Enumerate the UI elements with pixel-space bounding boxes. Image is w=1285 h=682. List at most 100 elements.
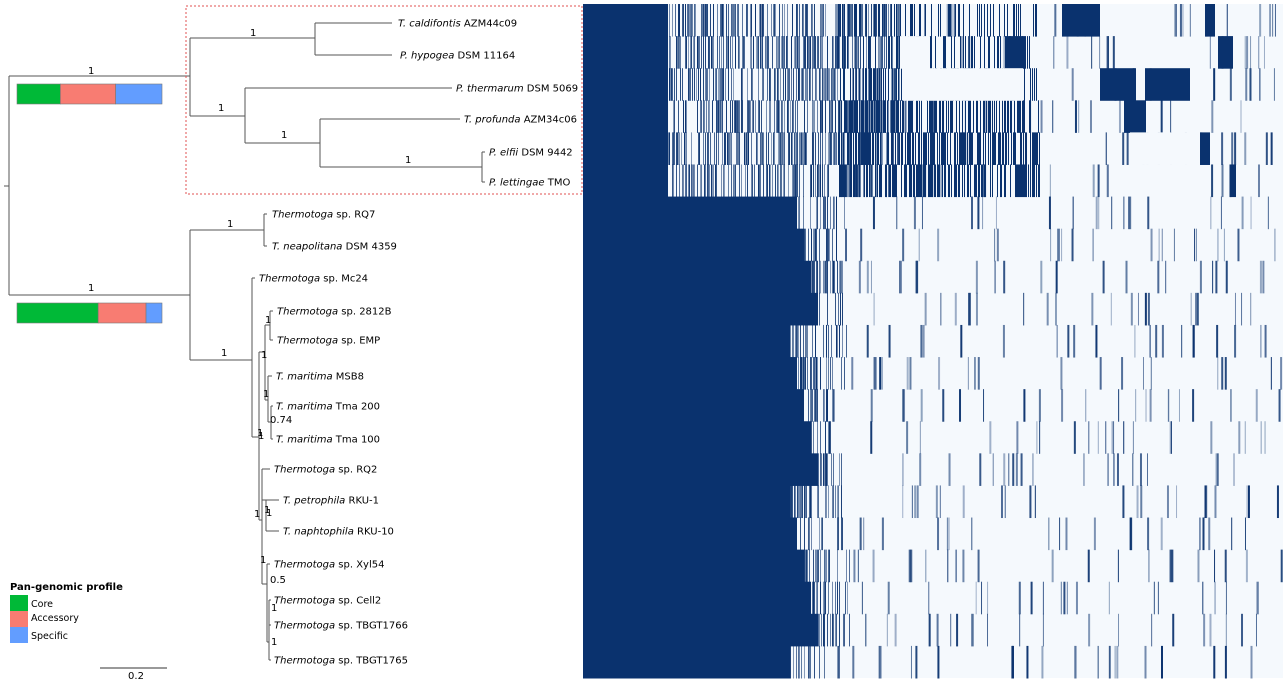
- heatmap-cell: [1005, 100, 1006, 133]
- heatmap-cell: [1264, 324, 1267, 358]
- heatmap-cell: [826, 260, 827, 294]
- heatmap-cell: [829, 421, 830, 454]
- heatmap-cell: [813, 164, 814, 198]
- heatmap-cell: [832, 357, 833, 390]
- heatmap-cell: [711, 36, 712, 69]
- heatmap-cell: [872, 132, 873, 165]
- heatmap-cell: [897, 100, 898, 133]
- heatmap-cell: [1107, 453, 1109, 486]
- heatmap-cell: [967, 164, 968, 198]
- heatmap-cell: [819, 517, 820, 551]
- heatmap-cell: [842, 4, 843, 37]
- heatmap-cell: [716, 164, 717, 198]
- heatmap-cell: [961, 132, 962, 165]
- heatmap-cell: [1116, 645, 1119, 679]
- heatmap-cell: [1017, 164, 1018, 198]
- heatmap-specific-block: [1124, 100, 1146, 133]
- heatmap-cell: [841, 132, 842, 165]
- heatmap-cell: [814, 389, 815, 422]
- heatmap-cell: [1102, 260, 1105, 294]
- heatmap-cell: [942, 100, 943, 133]
- heatmap-cell: [830, 421, 831, 454]
- heatmap-cell: [954, 132, 955, 165]
- heatmap-cell: [934, 132, 935, 165]
- heatmap-cell: [929, 164, 930, 198]
- heatmap-cell: [826, 389, 827, 422]
- heatmap-cell: [1097, 645, 1099, 679]
- heatmap-cell: [1170, 421, 1172, 454]
- heatmap-cell: [747, 100, 748, 133]
- heatmap-core-block: [583, 36, 668, 69]
- heatmap-cell: [1211, 164, 1214, 198]
- heatmap-cell: [891, 68, 892, 101]
- heatmap-cell: [834, 260, 835, 294]
- heatmap-cell: [964, 164, 965, 198]
- heatmap-cell: [842, 132, 843, 165]
- heatmap-cell: [817, 36, 818, 69]
- heatmap-cell: [864, 100, 865, 133]
- heatmap-cell: [994, 260, 996, 294]
- heatmap-cell: [974, 164, 975, 198]
- heatmap-core-block: [583, 581, 811, 615]
- heatmap-cell: [808, 389, 809, 422]
- heatmap-cell: [710, 4, 711, 37]
- heatmap-cell: [767, 36, 768, 69]
- heatmap-cell: [888, 100, 889, 133]
- heatmap-cell: [910, 4, 911, 37]
- heatmap-cell: [1130, 292, 1133, 326]
- heatmap-cell: [999, 4, 1000, 37]
- tip-label-genus: T. caldifontis: [398, 19, 461, 30]
- heatmap-cell: [837, 645, 838, 679]
- heatmap-cell: [1129, 517, 1132, 551]
- heatmap-cell: [930, 36, 931, 69]
- heatmap-cell: [708, 132, 709, 165]
- heatmap-cell: [983, 132, 984, 165]
- gene-presence-heatmap: [583, 4, 1283, 679]
- heatmap-cell: [896, 4, 897, 37]
- heatmap-cell: [1030, 100, 1032, 133]
- heatmap-cell: [832, 260, 833, 294]
- heatmap-cell: [1000, 36, 1001, 69]
- heatmap-cell: [701, 36, 702, 69]
- heatmap-cell: [772, 164, 773, 198]
- heatmap-cell: [969, 4, 970, 37]
- heatmap-cell: [828, 164, 829, 198]
- heatmap-cell: [1263, 36, 1265, 69]
- heatmap-cell: [688, 36, 689, 69]
- heatmap-cell: [819, 260, 820, 294]
- heatmap-cell: [697, 164, 698, 198]
- heatmap-cell: [1224, 549, 1227, 583]
- heatmap-cell: [977, 132, 978, 165]
- heatmap-cell: [1049, 164, 1051, 198]
- heatmap-cell: [835, 4, 836, 37]
- heatmap-cell: [822, 36, 823, 69]
- support-value: 1: [258, 431, 264, 442]
- heatmap-cell: [796, 36, 797, 69]
- heatmap-cell: [800, 324, 801, 358]
- heatmap-cell: [760, 164, 761, 198]
- heatmap-cell: [817, 196, 818, 230]
- heatmap-cell: [960, 132, 961, 165]
- heatmap-specific-block: [1200, 132, 1210, 165]
- heatmap-cell: [905, 4, 906, 37]
- heatmap-cell: [1036, 68, 1037, 101]
- heatmap-cell: [752, 68, 753, 101]
- heatmap-cell: [801, 645, 802, 679]
- heatmap-cell: [893, 68, 894, 101]
- heatmap-cell: [744, 36, 745, 69]
- heatmap-cell: [983, 389, 985, 422]
- heatmap-cell: [799, 196, 800, 230]
- heatmap-cell: [940, 164, 942, 198]
- heatmap-cell: [957, 132, 958, 165]
- heatmap-cell: [906, 164, 907, 198]
- heatmap-cell: [1040, 100, 1043, 133]
- heatmap-cell: [781, 164, 782, 198]
- heatmap-cell: [713, 68, 714, 101]
- heatmap-cell: [815, 68, 816, 101]
- support-value: 1: [221, 348, 227, 359]
- heatmap-gap: [903, 68, 1023, 101]
- heatmap-cell: [1016, 164, 1017, 198]
- heatmap-cell: [873, 100, 874, 133]
- heatmap-cell: [828, 549, 829, 583]
- heatmap-cell: [759, 164, 760, 198]
